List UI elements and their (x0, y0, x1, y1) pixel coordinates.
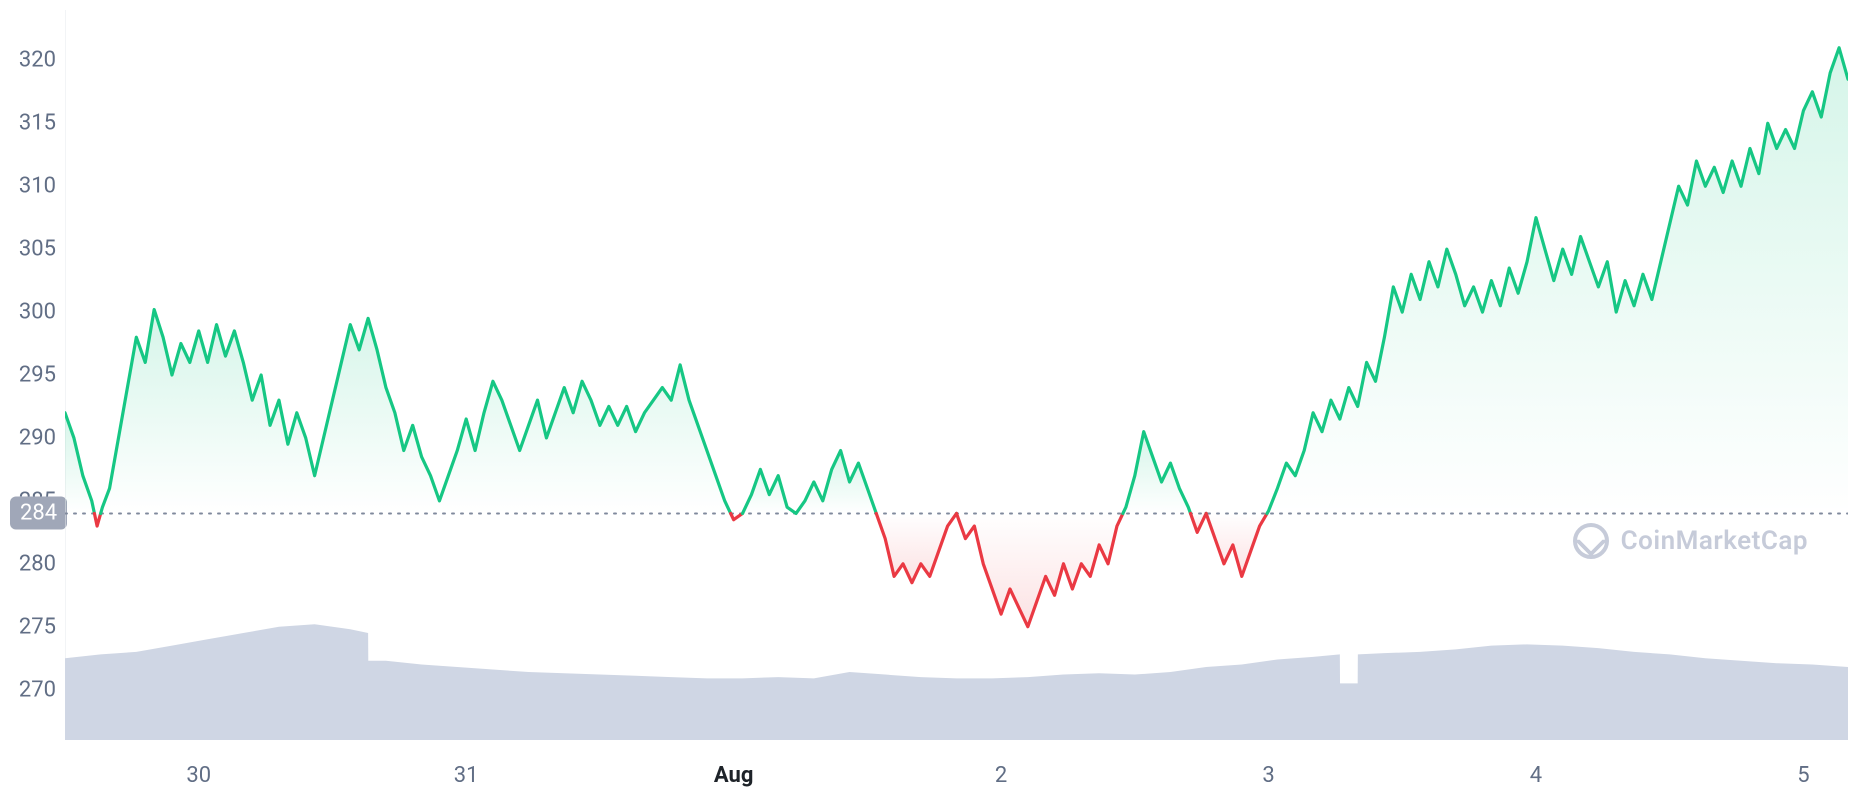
y-tick-label: 290 (6, 425, 56, 450)
x-tick-label: Aug (714, 763, 754, 788)
y-tick-label: 270 (6, 677, 56, 702)
x-tick-label: 2 (995, 763, 1007, 788)
x-tick-label: 4 (1530, 763, 1542, 788)
watermark: CoinMarketCap (1573, 523, 1808, 559)
coinmarketcap-icon (1573, 523, 1609, 559)
chart-svg (65, 10, 1848, 740)
y-tick-label: 305 (6, 237, 56, 262)
x-tick-label: 3 (1262, 763, 1274, 788)
x-tick-label: 30 (186, 763, 211, 788)
y-tick-label: 300 (6, 300, 56, 325)
price-chart[interactable]: 270275280285290295300305310315320284 303… (0, 0, 1858, 800)
y-tick-label: 310 (6, 174, 56, 199)
x-tick-label: 5 (1797, 763, 1809, 788)
y-tick-label: 275 (6, 614, 56, 639)
plot-area[interactable]: CoinMarketCap (65, 10, 1848, 740)
y-tick-label: 315 (6, 111, 56, 136)
x-tick-label: 31 (454, 763, 479, 788)
y-tick-label: 320 (6, 48, 56, 73)
watermark-text: CoinMarketCap (1621, 526, 1808, 556)
y-tick-label: 295 (6, 363, 56, 388)
baseline-badge: 284 (10, 497, 67, 530)
y-tick-label: 280 (6, 551, 56, 576)
